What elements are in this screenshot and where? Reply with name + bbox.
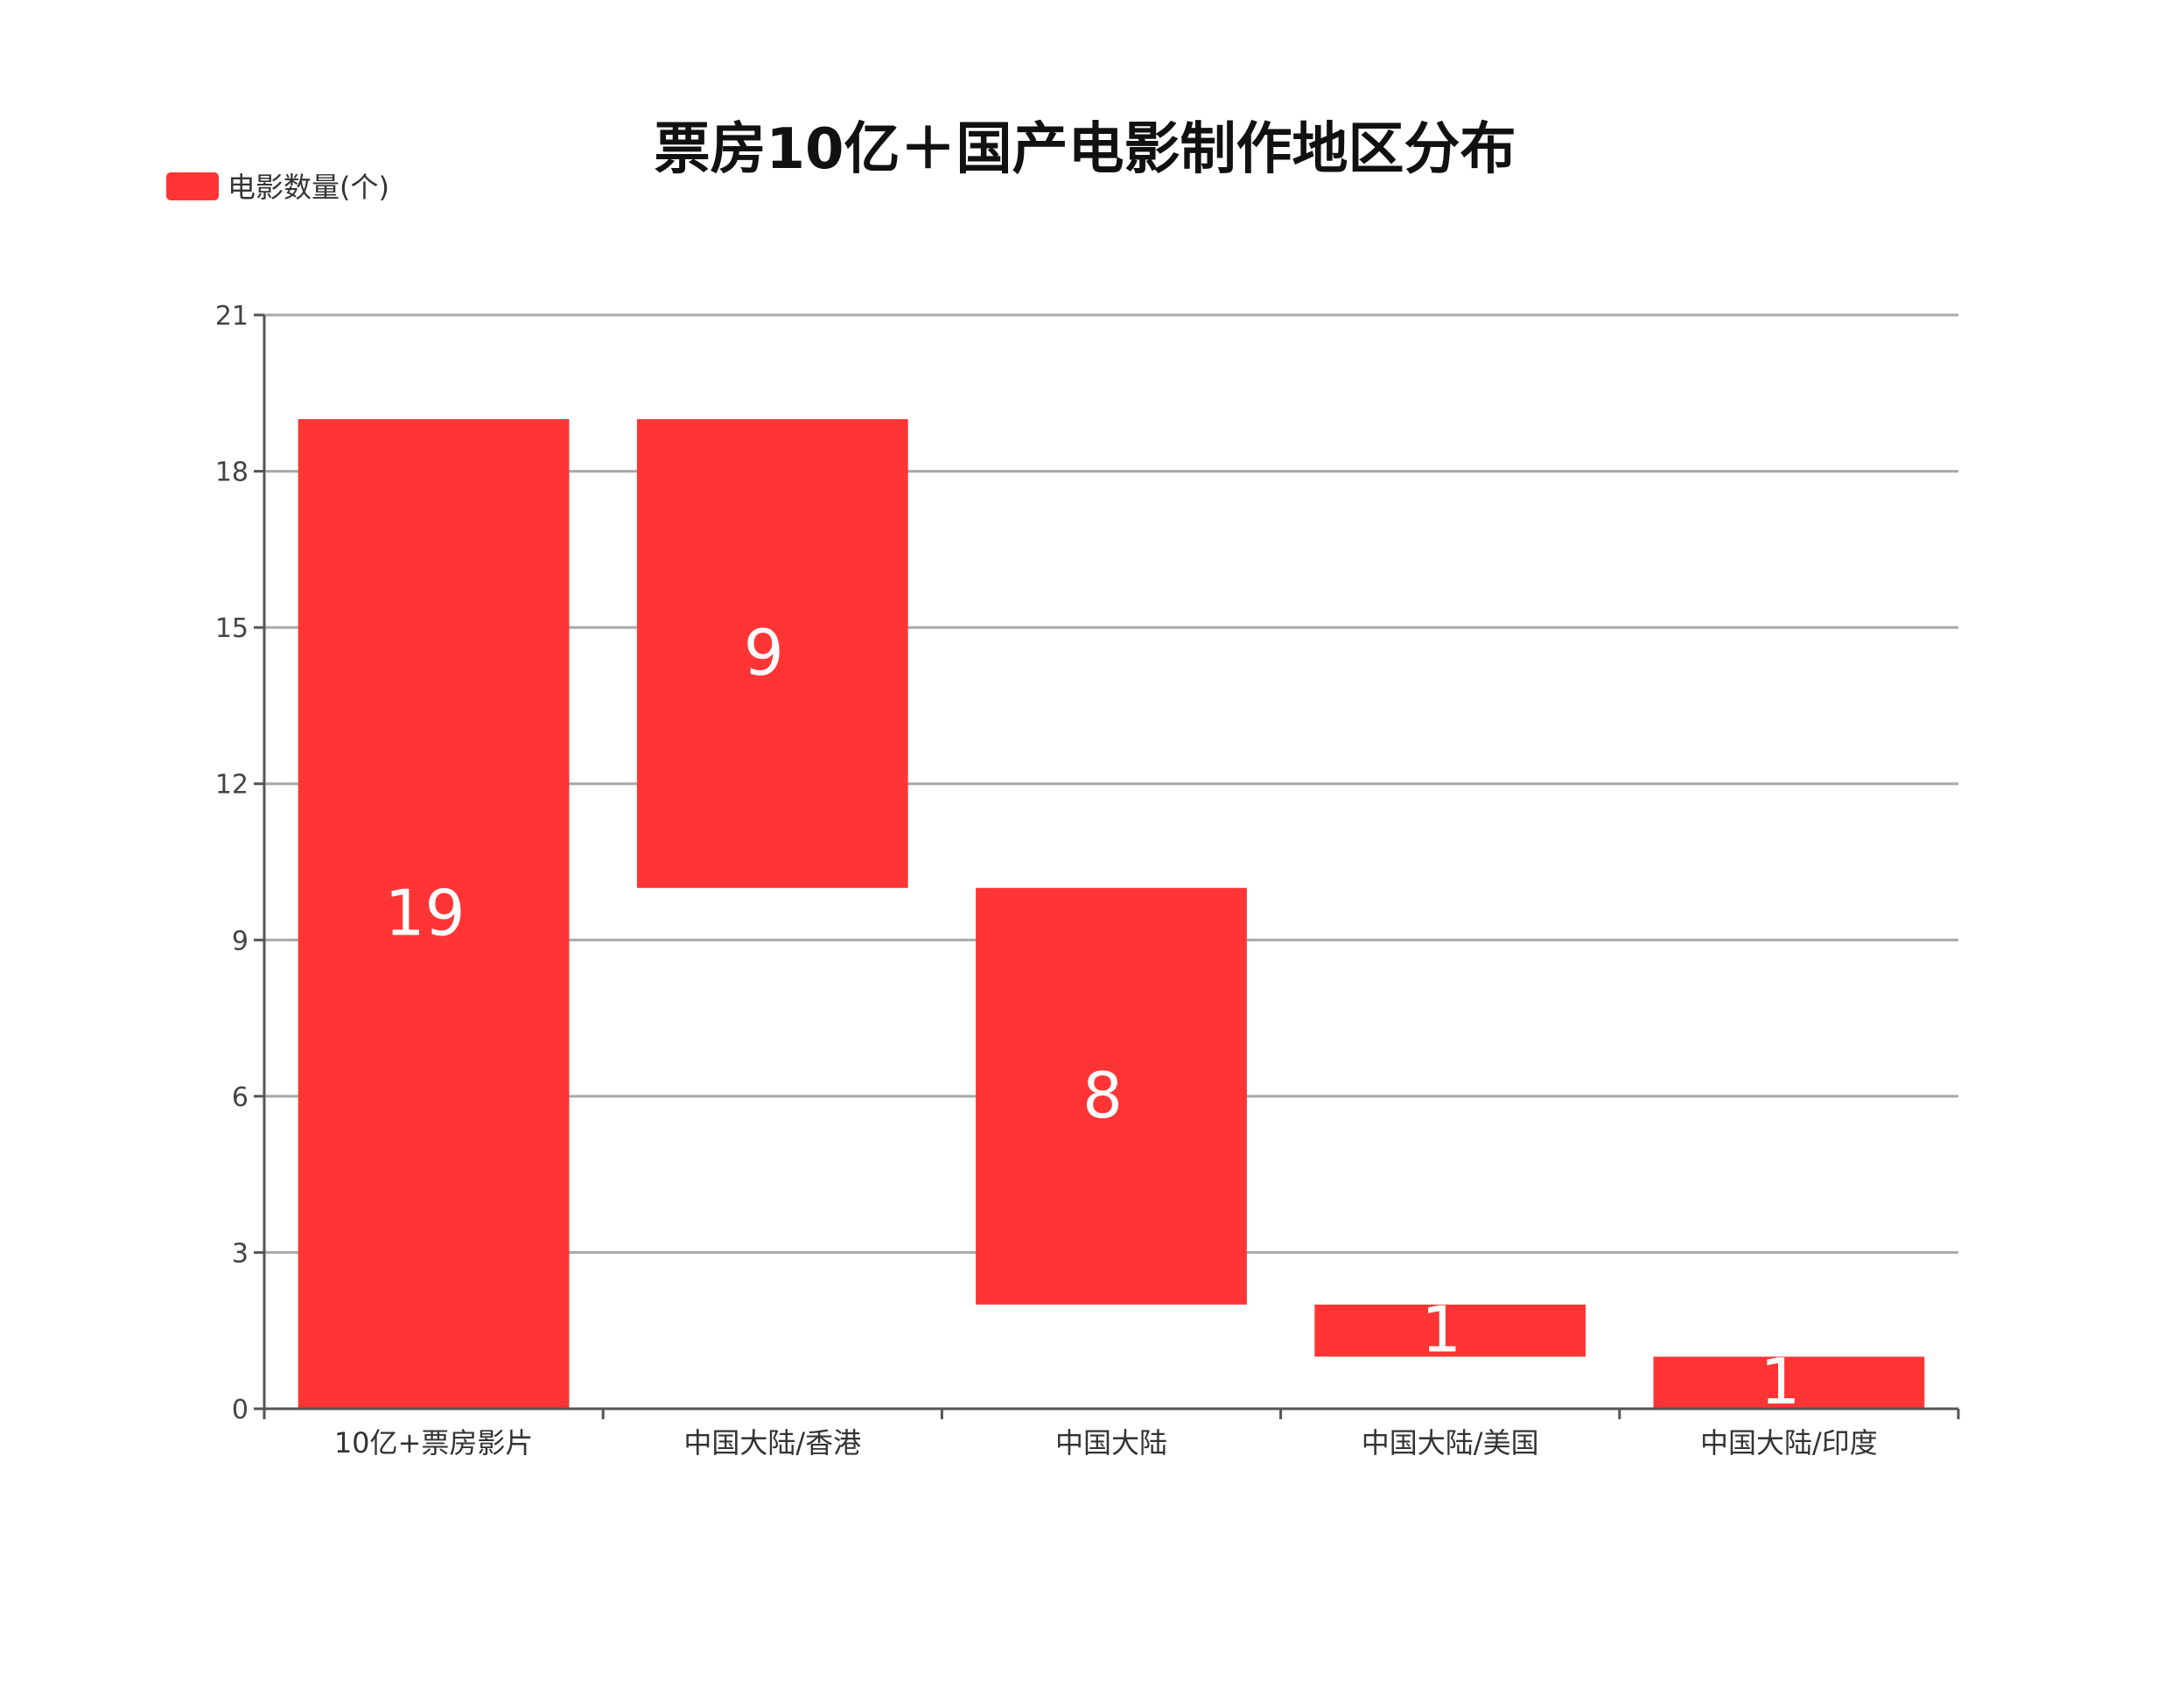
x-category-label: 10亿+票房影片 <box>334 1426 534 1460</box>
y-tick-label: 12 <box>215 770 249 801</box>
data-label: 9 <box>744 616 784 690</box>
legend-swatch <box>166 172 219 200</box>
legend-label: 电影数量(个) <box>228 171 389 204</box>
data-label: 1 <box>1760 1345 1800 1418</box>
y-tick-label: 3 <box>232 1238 249 1269</box>
bar <box>1314 1304 1586 1357</box>
y-tick-label: 15 <box>215 613 249 644</box>
bar <box>636 419 908 888</box>
y-tick-label: 9 <box>232 926 249 956</box>
bar <box>1653 1356 1925 1409</box>
data-label: 8 <box>1082 1059 1123 1132</box>
y-tick-label: 21 <box>215 301 249 332</box>
y-tick-label: 6 <box>232 1082 249 1113</box>
x-category-label: 中国大陆 <box>1055 1426 1167 1460</box>
bar <box>298 419 570 1409</box>
bar <box>976 887 1247 1305</box>
y-tick-label: 18 <box>215 458 249 488</box>
x-category-label: 中国大陆/美国 <box>1362 1426 1539 1460</box>
axes <box>254 313 1960 1419</box>
data-label: 1 <box>1421 1293 1461 1367</box>
chart-title: 票房10亿＋国产电影制作地区分布 <box>654 117 1516 182</box>
labels: 0 3 6 9 12 15 18 21 19 9 8 1 1 10亿+票房影片 中国大陆/香港 中国大陆 中国大… <box>215 301 1878 1460</box>
y-tick-label: 0 <box>232 1395 249 1425</box>
bars <box>298 419 1925 1409</box>
x-category-label: 中国大陆/印度 <box>1700 1426 1878 1460</box>
data-label: 19 <box>385 877 466 950</box>
x-category-label: 中国大陆/香港 <box>683 1426 861 1460</box>
